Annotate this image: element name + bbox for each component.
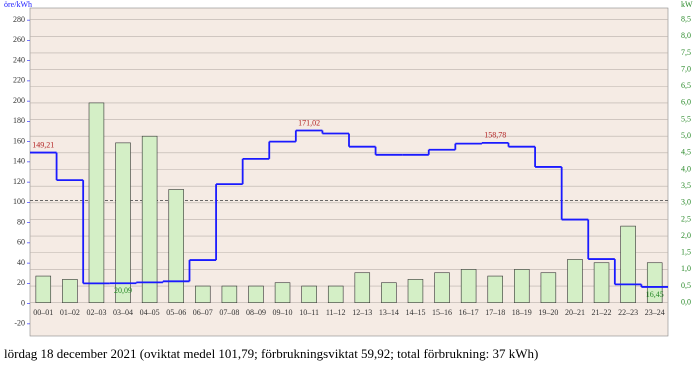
y2-tick-label: 8,0 (681, 31, 691, 40)
bar (301, 285, 317, 304)
y2-axis-label: kW (681, 0, 693, 9)
y-tick-label: 120 (13, 177, 25, 186)
x-tick-label: 20–21 (565, 308, 585, 317)
caption: lördag 18 december 2021 (oviktat medel 1… (4, 346, 538, 361)
bar (593, 262, 610, 304)
x-tick-label: 05–06 (166, 308, 186, 317)
x-tick-label: 18–19 (512, 308, 532, 317)
x-tick-label: 09–10 (273, 308, 293, 317)
bar (62, 279, 78, 304)
bar (514, 269, 530, 304)
y-tick-label: 160 (13, 136, 25, 145)
y-axis-label: öre/kWh (4, 0, 32, 9)
y2-tick-label: 0,0 (681, 298, 691, 307)
y2-tick-label: 3,5 (681, 181, 691, 190)
y-tick-label: 0 (21, 298, 25, 307)
y-tick-label: 220 (13, 76, 25, 85)
x-tick-label: 19–20 (538, 308, 558, 317)
x-tick-label: 03–04 (113, 308, 133, 317)
bar (487, 275, 503, 304)
y2-tick-label: 0,5 (681, 281, 691, 290)
x-tick-label: 11–12 (326, 308, 346, 317)
x-tick-label: 13–14 (379, 308, 399, 317)
x-tick-label: 04–05 (140, 308, 160, 317)
y2-tick-label: 6,5 (681, 81, 691, 90)
y-tick-label: 80 (17, 217, 25, 226)
x-tick-label: 07–08 (219, 308, 239, 317)
y-tick-label: 240 (13, 55, 25, 64)
bar (274, 282, 291, 304)
bar (434, 272, 450, 304)
bar (540, 272, 557, 304)
y2-tick-label: 5,0 (681, 131, 691, 140)
y2-tick-label: 1,5 (681, 248, 691, 257)
bar (88, 102, 105, 304)
bar (141, 135, 158, 304)
y-tick-label: 180 (13, 116, 25, 125)
bar (381, 282, 397, 304)
y2-tick-label: 8,5 (681, 14, 691, 23)
bar (168, 189, 184, 304)
x-tick-label: 10–11 (299, 308, 319, 317)
bar (620, 225, 636, 304)
y2-tick-label: 3,0 (681, 198, 691, 207)
y2-tick-label: 5,5 (681, 114, 691, 123)
y2-tick-label: 2,5 (681, 214, 691, 223)
bar (221, 285, 238, 304)
y2-tick-label: 6,0 (681, 98, 691, 107)
x-tick-label: 02–03 (86, 308, 106, 317)
bar (35, 275, 52, 304)
bar (407, 279, 424, 304)
y-tick-label: 100 (13, 197, 25, 206)
y-tick-label: -20 (14, 319, 25, 328)
y2-tick-label: 2,0 (681, 231, 691, 240)
y2-tick-label: 7,0 (681, 64, 691, 73)
value-label: 20,09 (114, 286, 132, 295)
bar (195, 285, 211, 304)
x-tick-label: 23–24 (645, 308, 665, 317)
value-label: 149,21 (32, 140, 54, 149)
x-tick-label: 12–13 (352, 308, 372, 317)
bar (567, 259, 583, 304)
x-tick-label: 00–01 (33, 308, 53, 317)
bar (248, 285, 264, 304)
x-tick-label: 17–18 (485, 308, 505, 317)
bar (646, 262, 663, 304)
y-tick-label: 260 (13, 35, 25, 44)
x-tick-label: 06–07 (193, 308, 213, 317)
x-tick-label: 22–23 (618, 308, 638, 317)
y-tick-label: 280 (13, 15, 25, 24)
value-label: 158,78 (484, 131, 506, 140)
y2-tick-label: 7,5 (681, 48, 691, 57)
bar (327, 285, 344, 304)
y-tick-label: 20 (17, 278, 25, 287)
y2-tick-label: 4,5 (681, 148, 691, 157)
y-tick-label: 140 (13, 157, 25, 166)
y-tick-label: 60 (17, 238, 25, 247)
value-label: 171,02 (298, 118, 320, 127)
x-tick-label: 16–17 (459, 308, 479, 317)
x-tick-label: 01–02 (60, 308, 80, 317)
bar (115, 142, 131, 304)
x-tick-label: 15–16 (432, 308, 452, 317)
y2-tick-label: 1,0 (681, 264, 691, 273)
x-tick-label: 14–15 (405, 308, 425, 317)
x-tick-label: 08–09 (246, 308, 266, 317)
x-tick-label: 21–22 (592, 308, 612, 317)
bar (354, 272, 371, 304)
value-label: 16,45 (646, 290, 664, 299)
y-tick-label: 200 (13, 96, 25, 105)
y-tick-label: 40 (17, 258, 25, 267)
bar (460, 269, 477, 304)
y2-tick-label: 4,0 (681, 164, 691, 173)
